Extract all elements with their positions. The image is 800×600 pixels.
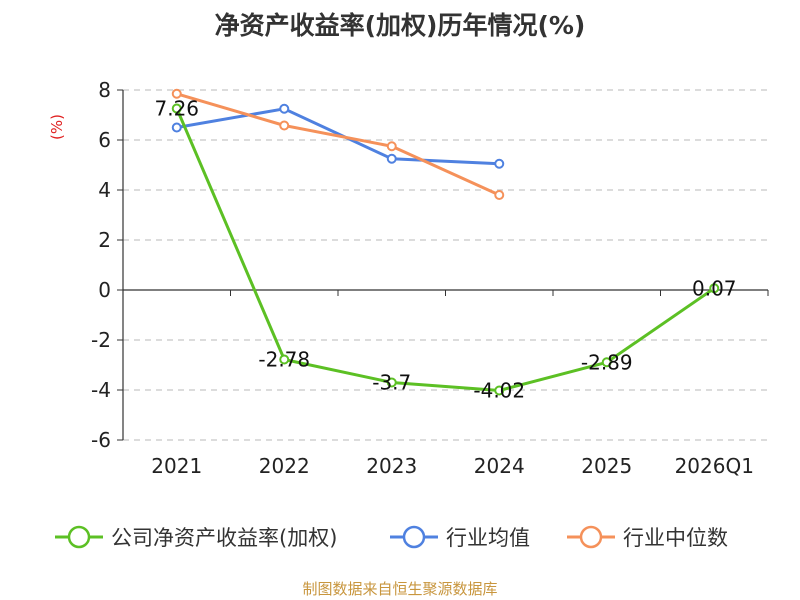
axes: 8 6 4 2 0 -2 -4 -6 2021 2022 2023 2024 2025 2026Q1	[91, 78, 769, 478]
x-tick-label: 2023	[366, 454, 417, 478]
legend-label: 公司净资产收益率(加权)	[111, 526, 337, 550]
data-point	[386, 377, 397, 388]
series-line	[176, 107, 500, 166]
x-tick-label: 2026Q1	[675, 454, 754, 478]
legend-marker	[67, 525, 91, 549]
data-point	[386, 141, 397, 152]
data-point	[171, 103, 182, 114]
x-tick-label: 2025	[581, 454, 632, 478]
data-point	[279, 354, 290, 365]
x-tick-label: 2022	[259, 454, 310, 478]
y-tick-label: 6	[98, 128, 111, 152]
data-label: -2.78	[258, 348, 310, 372]
y-axis-label: (%)	[48, 114, 66, 140]
source-note: 制图数据来自恒生聚源数据库	[302, 580, 497, 598]
y-tick-label: 8	[98, 78, 111, 102]
data-label: 7.26	[154, 97, 199, 121]
y-tick-label: -6	[91, 428, 111, 452]
legend: 公司净资产收益率(加权) 行业均值 行业中位数	[55, 525, 728, 550]
data-label: -2.89	[581, 350, 633, 374]
data-label: -4.02	[473, 379, 525, 403]
data-point	[386, 153, 397, 164]
series-line	[176, 92, 500, 197]
y-tick-label: -2	[91, 328, 111, 352]
y-tick-label: -4	[91, 378, 111, 402]
data-point	[171, 122, 182, 133]
data-labels: 7.26 -2.78 -3.7 -4.02 -2.89 0.07	[154, 97, 736, 403]
series-lines	[171, 88, 720, 396]
grid-lines	[123, 89, 768, 441]
x-tick-label: 2024	[474, 454, 525, 478]
data-point	[494, 190, 505, 200]
y-tick-label: 0	[98, 278, 111, 302]
data-point	[279, 103, 290, 114]
chart-title: 净资产收益率(加权)历年情况(%)	[215, 11, 586, 40]
x-tick-label: 2021	[151, 454, 202, 478]
data-point	[709, 283, 720, 294]
data-point	[494, 385, 505, 396]
legend-label: 行业均值	[446, 526, 530, 550]
legend-label: 行业中位数	[623, 526, 728, 550]
data-point	[494, 158, 505, 169]
data-point	[279, 120, 290, 131]
data-label: -3.7	[372, 371, 411, 395]
legend-marker	[402, 525, 426, 549]
y-tick-label: 4	[98, 178, 111, 202]
y-tick-label: 2	[98, 228, 111, 252]
series-line	[175, 107, 716, 392]
data-label: 0.07	[692, 276, 737, 300]
legend-marker	[579, 525, 603, 549]
data-point	[171, 88, 182, 99]
data-point	[601, 357, 612, 368]
